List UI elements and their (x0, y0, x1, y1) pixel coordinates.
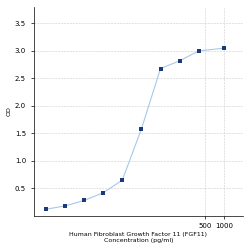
Point (120, 178, 124, 182)
Point (101, 191, 105, 195)
Point (140, 127, 143, 131)
Point (222, 46, 226, 50)
Point (178, 59, 182, 63)
Point (63, 204, 67, 208)
Y-axis label: OD: OD (7, 106, 12, 116)
Point (158, 66, 162, 70)
Point (197, 49, 201, 53)
Point (82, 198, 86, 202)
Point (44, 207, 48, 211)
X-axis label: Human Fibroblast Growth Factor 11 (FGF11)
Concentration (pg/ml): Human Fibroblast Growth Factor 11 (FGF11… (69, 232, 207, 243)
